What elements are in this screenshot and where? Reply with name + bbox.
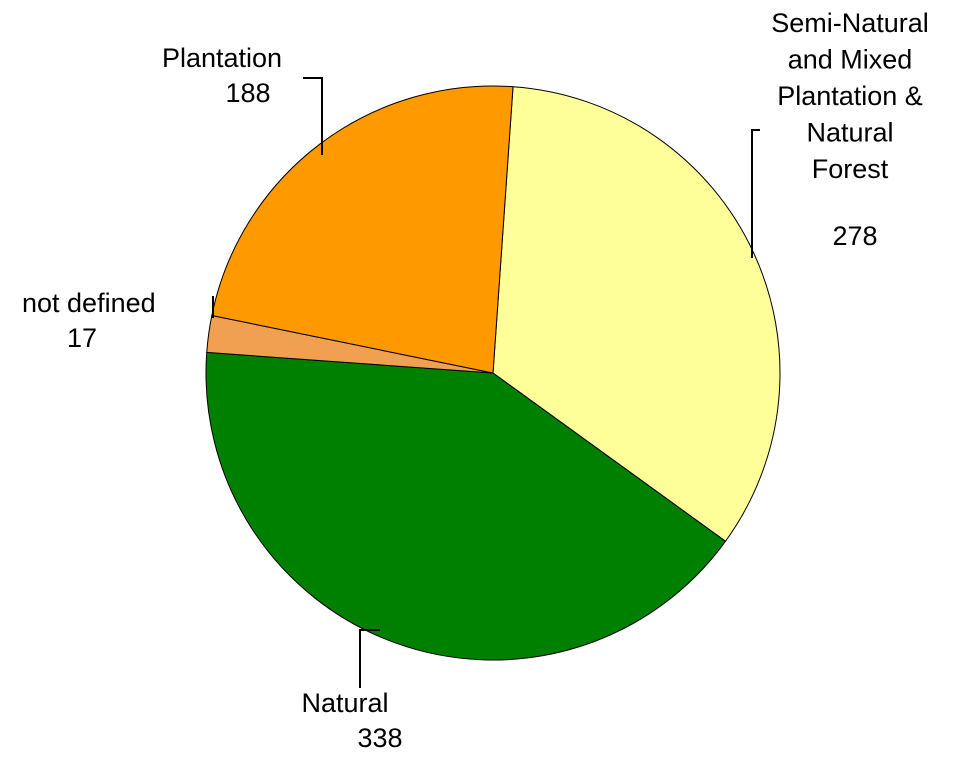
slice-label: Plantation bbox=[162, 43, 282, 73]
slice-label-line: Plantation & bbox=[777, 81, 923, 111]
slice-label-line: Natural bbox=[806, 118, 893, 148]
slice-label: Natural bbox=[301, 688, 388, 718]
slice-label-line: Natural bbox=[301, 688, 388, 718]
slice-label: not defined bbox=[22, 288, 156, 318]
slice-label-line: Forest bbox=[812, 154, 889, 184]
slice-label-line: Semi-Natural bbox=[771, 8, 929, 38]
slice-label: Semi-Natural and Mixed Plantation & Natural… bbox=[771, 8, 929, 184]
pie-slice bbox=[492, 86, 781, 542]
value-label: 188 bbox=[225, 78, 270, 108]
slice-label-line: not defined bbox=[22, 288, 156, 318]
slice-label-line: and Mixed bbox=[788, 45, 913, 75]
pie-slice bbox=[211, 85, 514, 374]
leader-line bbox=[359, 629, 380, 688]
leader-line bbox=[303, 77, 323, 155]
slice-label-line: Plantation bbox=[162, 43, 282, 73]
leader-line bbox=[751, 129, 760, 258]
value-label: 338 bbox=[357, 723, 402, 753]
pie-slice bbox=[205, 351, 727, 661]
value-label: 17 bbox=[67, 323, 97, 353]
value-label: 278 bbox=[832, 221, 877, 251]
